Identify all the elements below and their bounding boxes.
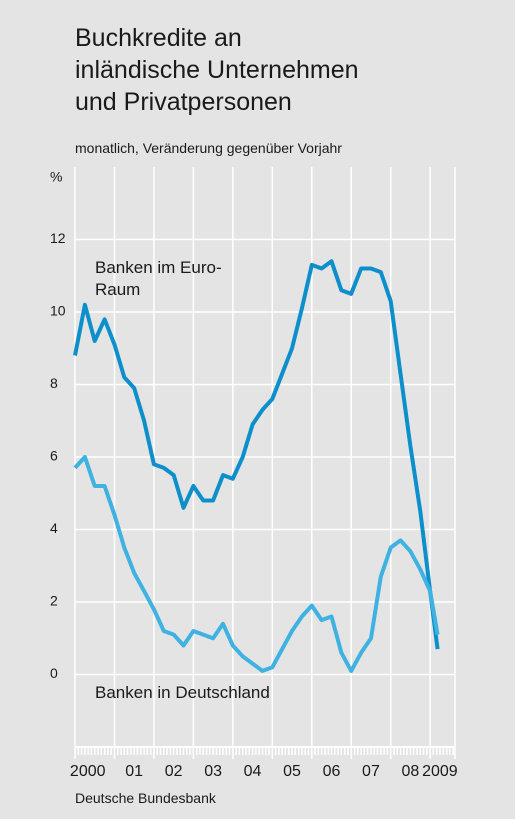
- y-tick-label: 6: [50, 448, 58, 464]
- title-line: und Privatpersonen: [75, 88, 292, 116]
- series-label: Banken in Deutschland: [95, 683, 270, 702]
- source: Deutsche Bundesbank: [75, 790, 216, 806]
- subtitle: monatlich, Veränderung gegenüber Vorjahr: [75, 140, 342, 156]
- y-tick-label: 10: [50, 303, 66, 319]
- x-tick-label: 05: [283, 763, 301, 780]
- x-tick-label: 2009: [422, 763, 458, 780]
- x-tick-label: 2000: [70, 763, 106, 780]
- x-tick-label: 03: [204, 763, 222, 780]
- y-tick-label: 8: [50, 375, 58, 391]
- y-tick-label: 12: [50, 230, 66, 246]
- series-label: Banken im Euro-Raum: [95, 258, 222, 299]
- series-line: [73, 455, 440, 673]
- x-tick-label: 01: [125, 763, 143, 780]
- title-line: inländische Unternehmen: [75, 56, 359, 84]
- y-unit: %: [50, 169, 62, 185]
- x-tick-label: 08: [402, 763, 420, 780]
- title-line: Buchkredite an: [75, 24, 242, 52]
- y-tick-label: 2: [50, 593, 58, 609]
- x-tick-label: 06: [323, 763, 341, 780]
- x-tick-label: 04: [244, 763, 262, 780]
- title: Buchkredite an inländische Unternehmen u…: [75, 22, 475, 118]
- y-tick-label: 4: [50, 520, 58, 536]
- y-tick-label: 0: [50, 665, 58, 681]
- series-line: [73, 259, 440, 650]
- x-tick-label: 07: [362, 763, 380, 780]
- x-tick-label: 02: [165, 763, 183, 780]
